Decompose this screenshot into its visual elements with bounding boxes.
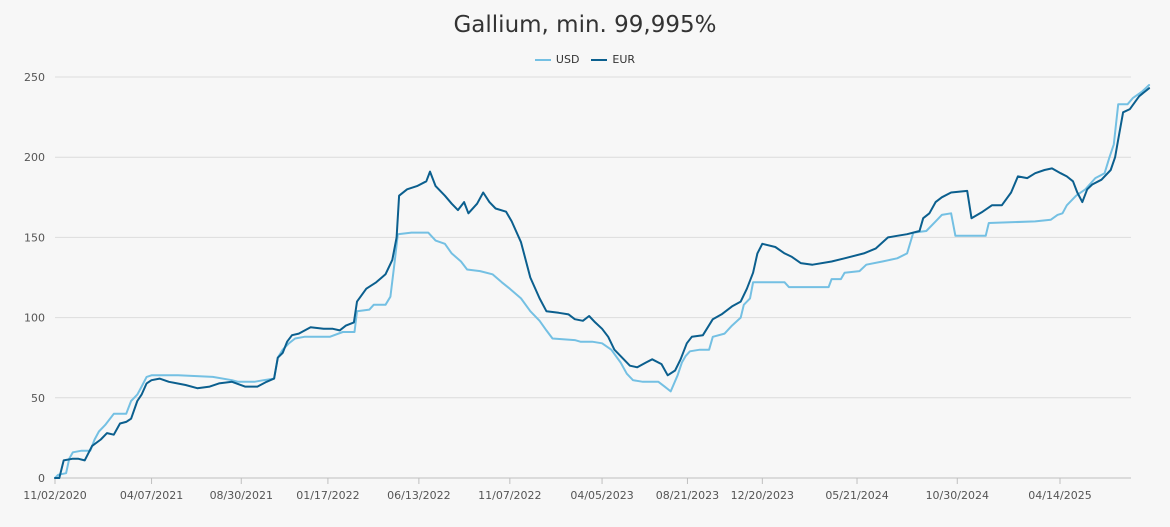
x-tick-label: 12/20/2023 xyxy=(731,489,794,502)
legend-item-usd[interactable]: USD xyxy=(534,53,580,66)
legend-swatch-usd xyxy=(534,58,551,61)
legend-item-eur[interactable]: EUR xyxy=(591,53,635,66)
x-tick-label: 08/30/2021 xyxy=(210,489,273,502)
x-tick-label: 04/05/2023 xyxy=(570,489,633,502)
x-tick-label: 04/07/2021 xyxy=(120,489,183,502)
legend-label-eur: EUR xyxy=(612,53,636,66)
y-tick-label-100: 100 xyxy=(24,312,45,325)
x-tick-label: 10/30/2024 xyxy=(926,489,989,502)
x-tick-label: 05/21/2024 xyxy=(825,489,888,502)
x-tick-label: 08/21/2023 xyxy=(656,489,719,502)
y-tick-label-200: 200 xyxy=(24,151,45,164)
series-line-eur xyxy=(54,87,1151,479)
legend-label-usd: USD xyxy=(555,53,580,66)
x-tick-label: 06/13/2022 xyxy=(387,489,450,502)
y-tick-label-0: 0 xyxy=(38,472,45,485)
y-tick-label-250: 250 xyxy=(24,71,45,84)
y-tick-label-150: 150 xyxy=(24,231,45,244)
x-tick-label: 04/14/2025 xyxy=(1028,489,1091,502)
y-tick-label-50: 50 xyxy=(31,392,45,405)
series-line-usd xyxy=(54,84,1151,479)
legend-swatch-eur xyxy=(591,58,608,61)
legend: USD EUR xyxy=(0,53,1170,66)
x-tick-label: 11/07/2022 xyxy=(478,489,541,502)
x-tick-label: 11/02/2020 xyxy=(23,489,86,502)
x-tick-label: 01/17/2022 xyxy=(296,489,359,502)
chart-title: Gallium, min. 99,995% xyxy=(453,12,717,38)
